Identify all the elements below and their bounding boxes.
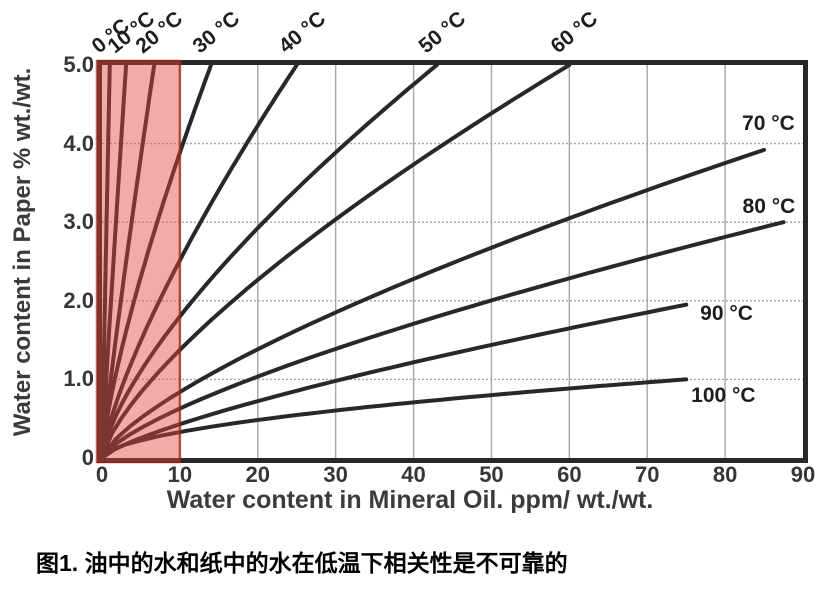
- low-temp-highlight-region: [95, 59, 182, 464]
- y-tick-4.0: 4.0: [63, 130, 94, 156]
- x-tick-50: 50: [479, 462, 504, 487]
- curve-label-100°C: 100 °C: [691, 384, 756, 408]
- x-tick-70: 70: [634, 462, 660, 487]
- curve-label-90°C: 90 °C: [700, 301, 753, 325]
- y-tick-3.0: 3.0: [63, 209, 94, 235]
- curve-90°C: [100, 302, 689, 460]
- y-tick-5.0: 5.0: [63, 52, 94, 77]
- x-axis-title: Water content in Mineral Oil. ppm/ wt./w…: [166, 486, 654, 514]
- y-tick-2.0: 2.0: [63, 287, 94, 313]
- plot-border: [97, 60, 808, 463]
- curve-80°C: [100, 220, 786, 460]
- curve-label-80°C: 80 °C: [742, 195, 796, 219]
- curve-50°C: [100, 63, 439, 460]
- curve-30°C: [100, 63, 213, 460]
- curve-70°C: [100, 147, 767, 460]
- curve-10°C: [100, 63, 129, 460]
- x-tick-30: 30: [323, 462, 348, 487]
- x-tick-20: 20: [245, 462, 270, 487]
- curve-20°C: [100, 63, 157, 460]
- curve-label-70°C: 70 °C: [742, 111, 795, 135]
- y-axis-title: Water content in Paper % wt./wt.: [9, 67, 36, 437]
- x-tick-10: 10: [167, 462, 193, 487]
- y-tick-1.0: 1.0: [63, 366, 94, 392]
- x-tick-0: 0: [95, 462, 109, 487]
- curve-0°C: [100, 63, 112, 460]
- plot-area: [95, 59, 808, 464]
- x-tick-40: 40: [401, 462, 426, 487]
- y-tick-0: 0: [81, 445, 94, 470]
- x-tick-60: 60: [557, 462, 582, 487]
- curve-100°C: [100, 377, 689, 460]
- curve-40°C: [100, 63, 299, 460]
- x-tick-80: 80: [712, 462, 738, 487]
- x-tick-90: 90: [790, 462, 816, 487]
- figure-caption: 图1. 油中的水和纸中的水在低温下相关性是不可靠的: [36, 550, 568, 576]
